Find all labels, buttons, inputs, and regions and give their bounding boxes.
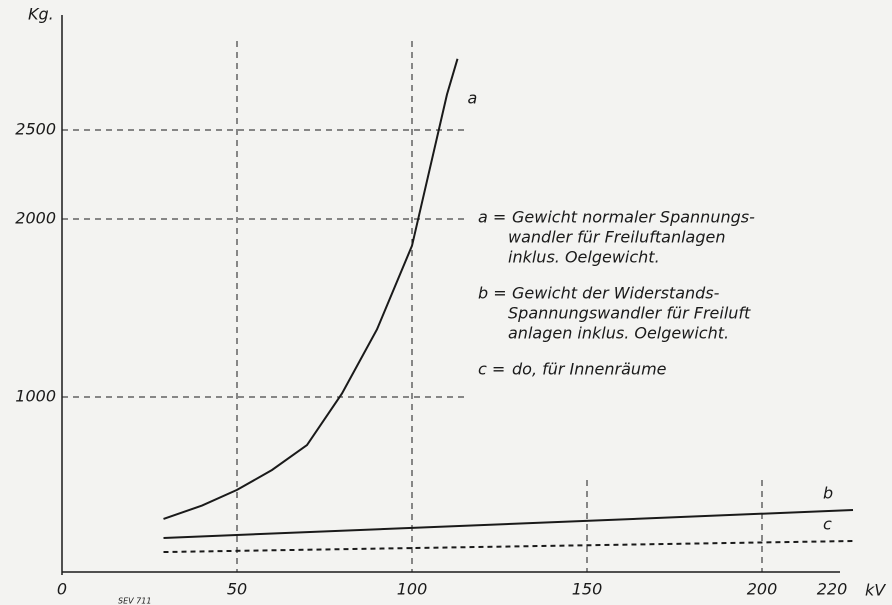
x-tick-label: 200 xyxy=(747,580,778,599)
y-tick-label: 1000 xyxy=(15,387,56,406)
series-label: a xyxy=(468,88,478,107)
annotation-key: b = xyxy=(478,284,507,303)
series-label: b xyxy=(823,484,833,503)
annotation-key: c = xyxy=(478,360,505,379)
x-tick-label: 100 xyxy=(397,580,428,599)
x-tick-label: 150 xyxy=(572,580,603,599)
annotation-line: anlagen inklus. Oelgewicht. xyxy=(508,324,729,343)
series-line xyxy=(163,509,854,539)
annotation-line: Gewicht normaler Spannungs- xyxy=(512,208,755,227)
series-line xyxy=(163,58,459,520)
series-label: c xyxy=(823,515,832,534)
annotation-line: Gewicht der Widerstands- xyxy=(512,284,720,303)
x-tick-label: 220 xyxy=(817,580,848,599)
y-tick-label: 2000 xyxy=(15,209,56,228)
x-tick-label: 0 xyxy=(57,580,67,599)
annotation-line: wandler für Freiluftanlagen xyxy=(508,228,725,247)
annotation-line: Spannungswandler für Freiluft xyxy=(508,304,751,323)
annotation-line: do, für Innenräume xyxy=(512,360,667,379)
y-axis-label: Kg. xyxy=(28,5,54,24)
series-line xyxy=(163,540,854,554)
x-tick-label: 50 xyxy=(227,580,247,599)
annotation-key: a = xyxy=(478,208,506,227)
x-axis-label: kV xyxy=(865,581,886,600)
note: SEV 711 xyxy=(118,597,151,605)
annotation-line: inklus. Oelgewicht. xyxy=(508,248,660,267)
y-tick-label: 2500 xyxy=(15,120,56,139)
